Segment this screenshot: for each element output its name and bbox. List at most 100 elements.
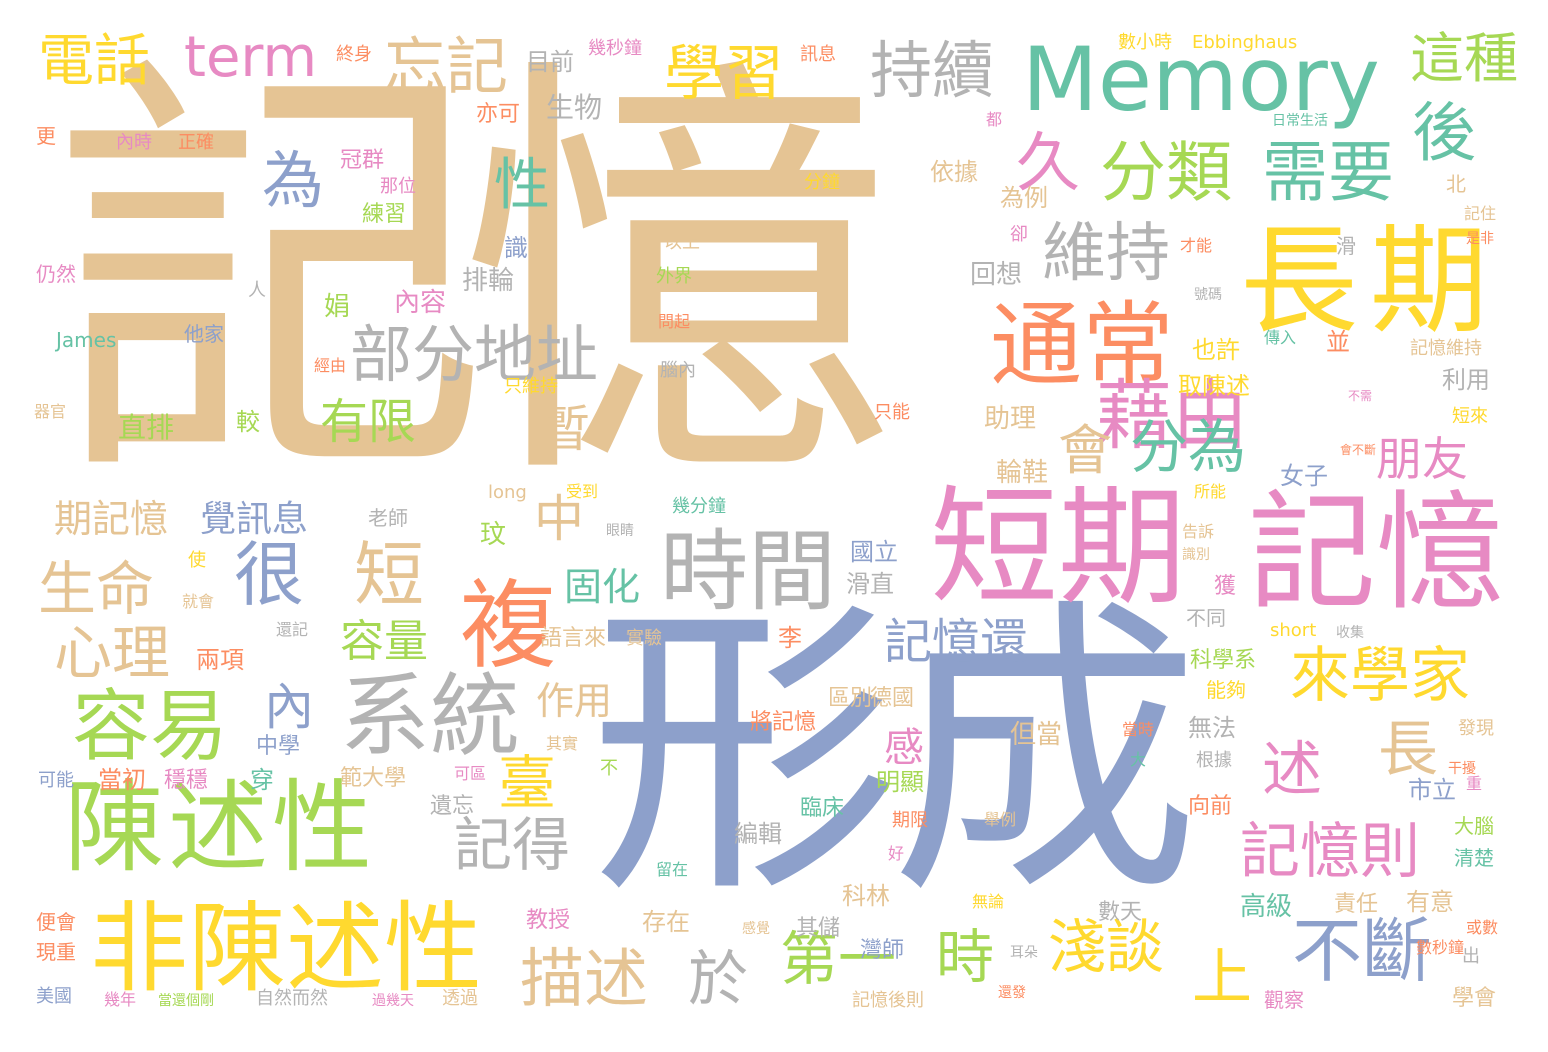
word-cloud-term: 描述 [520, 943, 648, 1017]
word-cloud-term: 明顯 [876, 768, 924, 796]
word-cloud-term: 日常生活 [1272, 113, 1328, 129]
word-cloud-term: 感 [884, 725, 924, 771]
word-cloud-term: 當初 [98, 766, 146, 794]
word-cloud-term: 重 [1466, 774, 1483, 793]
word-cloud-term: 仍然 [36, 262, 76, 286]
word-cloud-term: 受到 [566, 482, 599, 501]
word-cloud-term: 幾分鐘 [672, 496, 726, 517]
word-cloud-term: 感覺 [742, 921, 770, 937]
word-cloud-term: 存在 [642, 908, 690, 936]
word-cloud-term: 大 [1130, 750, 1147, 769]
word-cloud-term: 冠群 [340, 148, 385, 173]
word-cloud-term: 記憶維持 [1410, 338, 1482, 359]
word-cloud-term: 非陳述性 [90, 892, 483, 1006]
word-cloud-term: 這種 [1410, 27, 1518, 90]
word-cloud-term: 觀察 [1264, 988, 1304, 1012]
word-cloud-term: 記住 [1464, 204, 1497, 223]
word-cloud-term: 短期 [930, 474, 1187, 623]
word-cloud-term: 依據 [930, 158, 978, 186]
word-cloud-term: 後 [1412, 97, 1476, 171]
word-cloud-term: 持續 [870, 34, 995, 107]
word-cloud-term: 通常 [990, 292, 1175, 399]
word-cloud-term: 練習 [362, 202, 407, 227]
word-cloud-term: 更 [36, 124, 56, 148]
word-cloud-term: 實驗 [626, 628, 662, 649]
word-cloud-term: 透過 [442, 988, 478, 1009]
word-cloud-term: 好 [888, 844, 905, 863]
word-cloud-term: 系統 [340, 664, 520, 769]
word-cloud-term: 正確 [178, 132, 214, 153]
word-cloud-term: 中學 [256, 734, 301, 759]
word-cloud-term: 娟 [324, 292, 351, 322]
word-cloud-term: 眼睛 [606, 523, 634, 539]
word-cloud-term: 陳述性 [64, 769, 376, 886]
word-cloud-term: 臺 [498, 749, 557, 817]
word-cloud-term: 分類 [1100, 134, 1232, 211]
word-cloud-term: 部分地址 [350, 318, 599, 391]
word-cloud-term: 輪鞋 [996, 458, 1049, 488]
word-cloud-term: 美國 [36, 986, 72, 1007]
word-cloud-term: 科學系 [1190, 648, 1257, 673]
word-cloud-term: 臨床 [800, 796, 845, 821]
word-cloud-term: 範大學 [340, 766, 407, 791]
word-cloud-term: 短來 [1452, 406, 1488, 427]
word-cloud-term: 留在 [656, 860, 689, 879]
word-cloud-term: 向前 [1188, 794, 1233, 819]
word-cloud-term: 數秒鐘 [1416, 938, 1465, 957]
word-cloud-term: 使 [188, 550, 206, 571]
word-cloud-term: 是非 [1466, 231, 1494, 247]
word-cloud-term: 容量 [340, 616, 428, 667]
word-cloud-term: 排輪 [462, 266, 515, 296]
word-cloud-term: 責任 [1334, 892, 1379, 917]
word-cloud-term: 穿 [250, 766, 274, 794]
word-cloud-term: 分為 [1130, 413, 1247, 481]
word-cloud-term: 告訴 [1182, 522, 1215, 541]
word-cloud-term: 外界 [656, 266, 692, 287]
word-cloud-term: 上 [1192, 943, 1252, 1013]
word-cloud-term: 複 [460, 570, 556, 682]
word-cloud-term: 也許 [1192, 336, 1240, 364]
word-cloud-term: 滑 [1336, 234, 1356, 258]
word-cloud-term: 第一 [780, 925, 897, 993]
word-cloud-term: 目前 [526, 48, 574, 76]
word-cloud-term: 收集 [1336, 625, 1364, 641]
word-cloud-term: 心理 [54, 619, 171, 687]
word-cloud-term: 不 [600, 758, 618, 779]
word-cloud-term: 藉由 [1096, 371, 1248, 460]
word-cloud-term: 才能 [1180, 236, 1213, 255]
word-cloud-term: 北 [1446, 172, 1466, 196]
word-cloud-term: 現重 [36, 940, 76, 964]
word-cloud-term: 述 [1262, 735, 1322, 805]
word-cloud-term: 女子 [1280, 462, 1328, 490]
word-cloud-term: 過幾天 [372, 993, 414, 1009]
word-cloud-term: 內容 [394, 288, 447, 318]
word-cloud-term: 作用 [536, 679, 613, 723]
word-cloud-term: 暫 [540, 400, 590, 458]
word-cloud-term: 淺談 [1048, 913, 1165, 981]
word-cloud-term: 來學家 [1290, 641, 1470, 711]
word-cloud-term: 卻 [1010, 224, 1028, 245]
word-cloud-term: 人 [248, 280, 266, 301]
word-cloud-term: 發現 [1458, 718, 1494, 739]
word-cloud-term: 期記憶 [54, 497, 169, 541]
word-cloud-term: 舉例 [984, 810, 1017, 829]
word-cloud-term: 不需 [1348, 389, 1373, 403]
word-cloud-term: 為例 [1000, 184, 1048, 212]
word-cloud-term: 出 [1462, 946, 1480, 967]
word-cloud-term: 忘記 [384, 30, 509, 103]
word-cloud-term: 清楚 [1454, 846, 1494, 870]
word-cloud-term: term [184, 25, 317, 90]
word-cloud-term: 不同 [1186, 606, 1226, 630]
word-cloud-term: Ebbinghaus [1192, 32, 1298, 53]
word-cloud-term: 將記憶 [750, 710, 817, 735]
word-cloud-term: 覺訊息 [200, 499, 309, 540]
word-cloud-term: 自然而然 [256, 988, 328, 1009]
word-cloud-term: 容易 [72, 682, 229, 772]
word-cloud-term: 學習 [664, 39, 784, 109]
word-cloud-term: 形成 [590, 574, 1200, 935]
word-cloud-term: 久 [1016, 127, 1080, 201]
word-cloud-term: 教授 [526, 908, 571, 933]
word-cloud-term: 需要 [1262, 134, 1394, 211]
word-cloud-term: 時間 [660, 520, 837, 623]
